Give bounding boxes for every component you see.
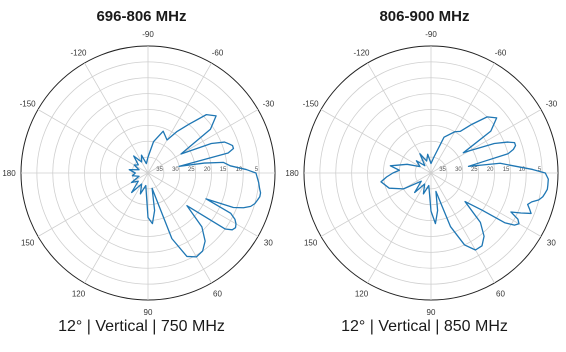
- radial-tick-label: 25: [471, 167, 478, 173]
- polar-plot: 0-30-60-90-120-1501801501209060303530252…: [2, 30, 276, 317]
- radial-tick-label: 5: [538, 167, 542, 173]
- grid-spoke: [37, 172, 149, 237]
- angle-tick-label: 90: [144, 308, 153, 317]
- radial-tick-label: 30: [455, 167, 462, 173]
- angle-tick-label: 180: [2, 169, 16, 178]
- radial-tick-label: 10: [236, 167, 243, 173]
- angle-tick-label: -60: [212, 49, 224, 58]
- radial-tick-label: 25: [188, 167, 195, 173]
- polar-axis-labels: 0-30-60-90-120-1501801501209060303530252…: [285, 30, 558, 317]
- radial-tick-label: 10: [519, 167, 526, 173]
- angle-tick-label: 120: [72, 289, 86, 298]
- grid-spoke: [430, 109, 542, 174]
- angle-tick-label: 180: [285, 169, 299, 178]
- angle-tick-label: -150: [303, 100, 320, 109]
- angle-tick-label: -120: [70, 49, 87, 58]
- angle-tick-label: -60: [495, 49, 507, 58]
- chart-caption: 12° | Vertical | 850 MHz: [341, 318, 508, 335]
- polar-chart-panel-850: 806-900 MHz 0-30-60-90-120-1501801501209…: [283, 0, 566, 352]
- grid-spoke: [430, 172, 542, 237]
- radial-tick-label: 35: [439, 167, 446, 173]
- polar-grid: [303, 45, 559, 301]
- polar-grid: [20, 45, 276, 301]
- angle-tick-label: 90: [427, 308, 436, 317]
- grid-spoke: [84, 172, 149, 284]
- pattern-series: [380, 116, 549, 251]
- radial-tick-label: 20: [487, 167, 494, 173]
- angle-tick-label: 60: [496, 289, 505, 298]
- polar-axis-labels: 0-30-60-90-120-1501801501209060303530252…: [2, 30, 275, 317]
- polar-plot: 0-30-60-90-120-1501801501209060303530252…: [285, 30, 559, 317]
- angle-tick-label: 150: [304, 239, 318, 248]
- angle-tick-label: 150: [21, 239, 35, 248]
- polar-chart-panel-750: 696-806 MHz 0-30-60-90-120-1501801501209…: [2, 8, 276, 335]
- angle-tick-label: -90: [142, 30, 154, 39]
- angle-tick-label: 30: [264, 239, 273, 248]
- grid-spoke: [367, 172, 432, 284]
- grid-spoke: [37, 109, 149, 174]
- angle-tick-label: 120: [355, 289, 369, 298]
- angle-tick-label: -30: [546, 100, 558, 109]
- radiation-pattern-line: [380, 116, 549, 251]
- angle-tick-label: 30: [547, 239, 556, 248]
- grid-spoke: [84, 62, 149, 174]
- pattern-series: [128, 113, 262, 258]
- radial-tick-label: 15: [220, 167, 227, 173]
- angle-tick-label: -150: [20, 100, 37, 109]
- angle-tick-label: -120: [353, 49, 370, 58]
- grid-spoke: [147, 172, 212, 284]
- chart-title: 696-806 MHz: [96, 8, 187, 25]
- grid-spoke: [430, 62, 495, 174]
- grid-spoke: [147, 172, 259, 237]
- angle-tick-label: 60: [213, 289, 222, 298]
- angle-tick-label: -30: [263, 100, 275, 109]
- grid-spoke: [430, 172, 495, 284]
- radial-tick-label: 30: [172, 167, 179, 173]
- grid-spoke: [320, 172, 432, 237]
- radial-tick-label: 35: [156, 167, 163, 173]
- radial-tick-label: 5: [255, 167, 259, 173]
- chart-caption: 12° | Vertical | 750 MHz: [58, 318, 225, 335]
- radiation-pattern-line: [128, 113, 262, 258]
- grid-spoke: [320, 109, 432, 174]
- angle-tick-label: -90: [425, 30, 437, 39]
- grid-spoke: [147, 109, 259, 174]
- grid-spoke: [147, 62, 212, 174]
- radial-tick-label: 20: [204, 167, 211, 173]
- chart-title: 806-900 MHz: [379, 8, 470, 25]
- radial-tick-label: 15: [503, 167, 510, 173]
